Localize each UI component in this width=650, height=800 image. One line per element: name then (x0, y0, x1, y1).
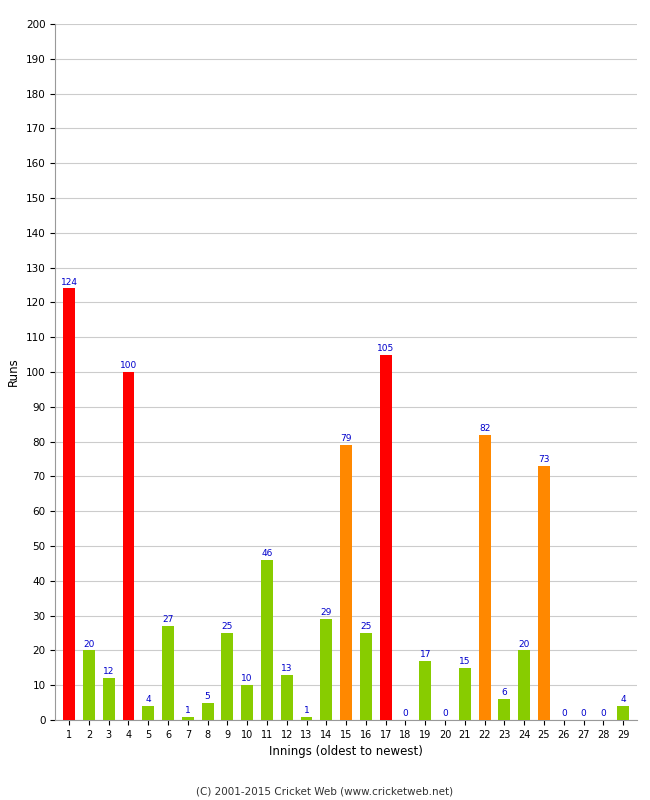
Bar (499, 699, 510, 720)
Text: 100: 100 (120, 362, 137, 370)
Text: 82: 82 (479, 424, 490, 433)
Bar (340, 445, 352, 720)
Text: 15: 15 (459, 657, 471, 666)
Bar (142, 706, 154, 720)
Text: 0: 0 (402, 710, 408, 718)
Text: 20: 20 (83, 640, 95, 649)
Text: 12: 12 (103, 667, 114, 677)
Bar (83, 650, 95, 720)
Text: 0: 0 (580, 710, 586, 718)
Bar (281, 674, 292, 720)
Text: 0: 0 (561, 710, 567, 718)
Bar (241, 685, 253, 720)
Text: 25: 25 (360, 622, 372, 631)
Bar (618, 706, 629, 720)
Text: 4: 4 (146, 695, 151, 704)
Y-axis label: Runs: Runs (7, 358, 20, 386)
Bar (300, 717, 313, 720)
Text: 25: 25 (222, 622, 233, 631)
Bar (182, 717, 194, 720)
Bar (123, 372, 135, 720)
Text: 1: 1 (185, 706, 190, 714)
Text: 1: 1 (304, 706, 309, 714)
Text: 0: 0 (442, 710, 448, 718)
Text: 6: 6 (502, 688, 507, 698)
Text: 105: 105 (377, 344, 395, 353)
Bar (320, 619, 332, 720)
Bar (538, 466, 550, 720)
Bar (63, 289, 75, 720)
Text: 13: 13 (281, 664, 292, 673)
Bar (419, 661, 431, 720)
Bar (380, 354, 392, 720)
Text: 4: 4 (620, 695, 626, 704)
Text: 17: 17 (419, 650, 431, 659)
X-axis label: Innings (oldest to newest): Innings (oldest to newest) (269, 746, 423, 758)
Text: 20: 20 (519, 640, 530, 649)
Bar (478, 434, 491, 720)
Bar (459, 668, 471, 720)
Text: 124: 124 (60, 278, 77, 286)
Bar (360, 633, 372, 720)
Text: (C) 2001-2015 Cricket Web (www.cricketweb.net): (C) 2001-2015 Cricket Web (www.cricketwe… (196, 786, 454, 796)
Text: 5: 5 (205, 692, 211, 701)
Text: 0: 0 (601, 710, 606, 718)
Bar (518, 650, 530, 720)
Bar (222, 633, 233, 720)
Bar (103, 678, 114, 720)
Text: 79: 79 (341, 434, 352, 443)
Bar (261, 560, 273, 720)
Text: 46: 46 (261, 549, 272, 558)
Text: 29: 29 (320, 608, 332, 618)
Text: 27: 27 (162, 615, 174, 624)
Bar (162, 626, 174, 720)
Bar (202, 702, 214, 720)
Text: 73: 73 (538, 455, 550, 464)
Text: 10: 10 (241, 674, 253, 683)
